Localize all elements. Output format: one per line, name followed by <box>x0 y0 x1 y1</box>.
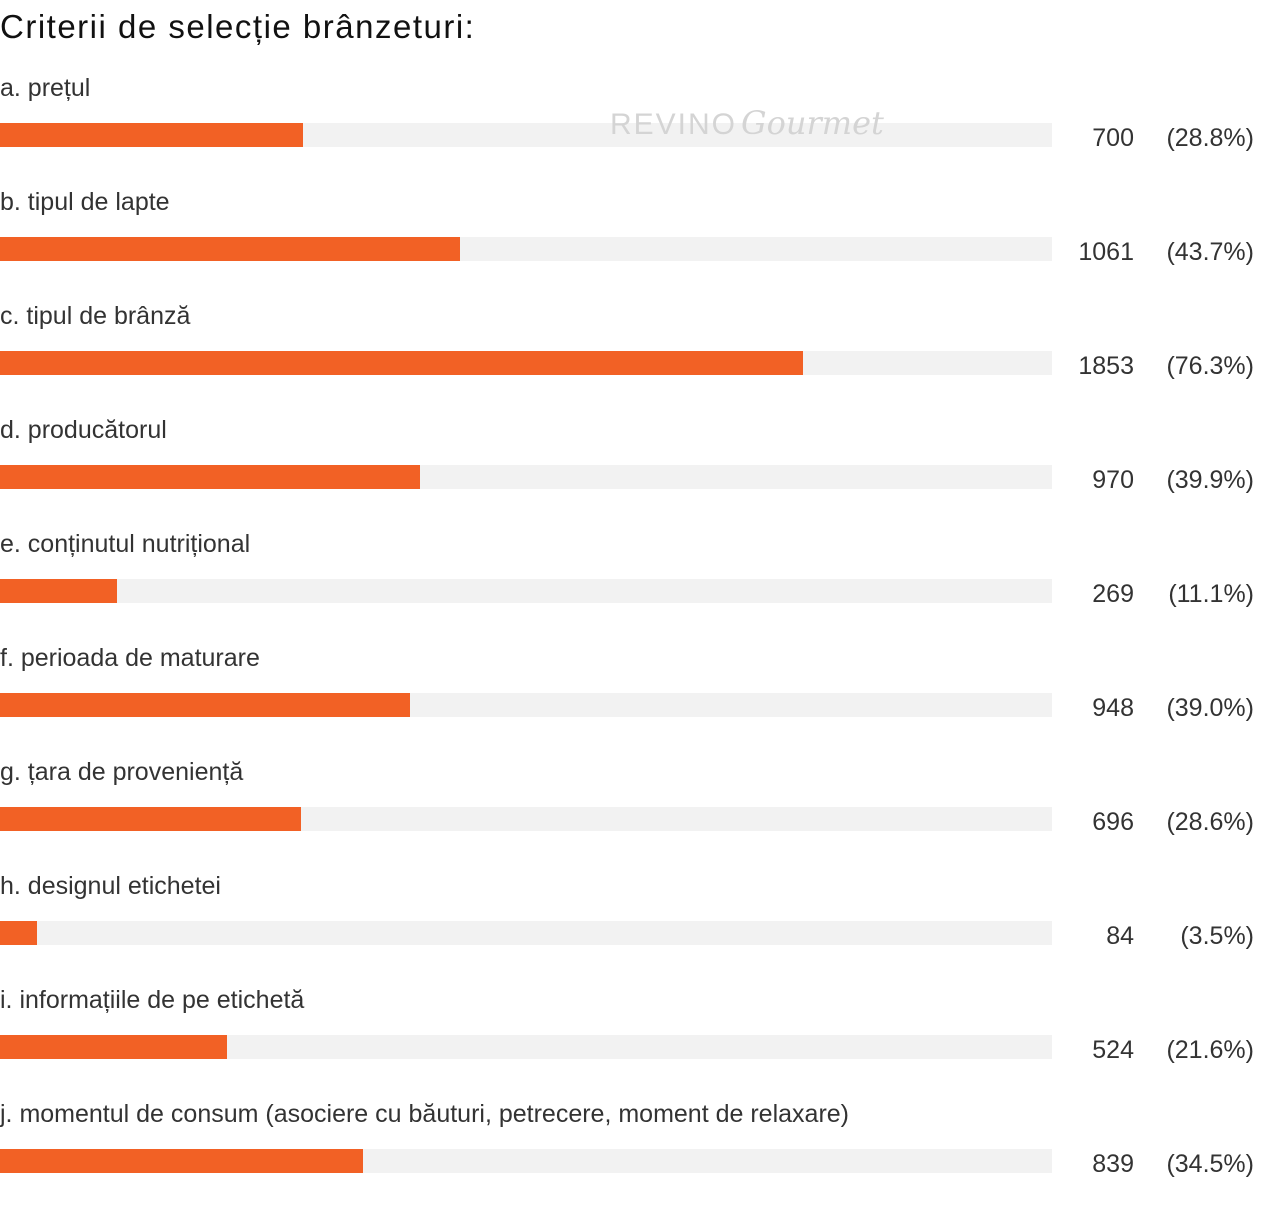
bar-row: g. țara de proveniență 696 (28.6%) <box>0 758 1270 872</box>
bar-track <box>0 693 1052 717</box>
bar <box>0 351 803 375</box>
bar <box>0 807 301 831</box>
category-label: f. perioada de maturare <box>0 644 260 672</box>
value-label: 1853 <box>1078 352 1134 380</box>
category-label: e. conținutul nutrițional <box>0 530 251 558</box>
bar-row: b. tipul de lapte 1061 (43.7%) <box>0 188 1270 302</box>
percent-label: (39.9%) <box>1166 466 1254 494</box>
category-label: g. țara de proveniență <box>0 758 244 786</box>
bar-row: i. informațiile de pe etichetă 524 (21.6%) <box>0 986 1270 1100</box>
bar-row: a. prețul 700 (28.8%) <box>0 74 1270 188</box>
bar-track <box>0 237 1052 261</box>
value-label: 696 <box>1092 808 1134 836</box>
bar <box>0 579 117 603</box>
value-label: 970 <box>1092 466 1134 494</box>
bar-track <box>0 123 1052 147</box>
value-label: 269 <box>1092 580 1134 608</box>
bar-track <box>0 1035 1052 1059</box>
category-label: i. informațiile de pe etichetă <box>0 986 305 1014</box>
bar-row: j. momentul de consum (asociere cu băutu… <box>0 1100 1270 1214</box>
watermark-brand: REVINO <box>610 108 738 141</box>
category-label: b. tipul de lapte <box>0 188 170 216</box>
bar-row: f. perioada de maturare 948 (39.0%) <box>0 644 1270 758</box>
bar-track <box>0 921 1052 945</box>
watermark-logo: REVINO Gourmet <box>610 104 884 142</box>
value-label: 84 <box>1106 922 1134 950</box>
bar-row: c. tipul de brânză 1853 (76.3%) <box>0 302 1270 416</box>
bar <box>0 1035 228 1059</box>
value-label: 839 <box>1092 1150 1134 1178</box>
bar <box>0 921 37 945</box>
percent-label: (28.8%) <box>1166 124 1254 152</box>
value-label: 524 <box>1092 1036 1134 1064</box>
percent-label: (39.0%) <box>1166 694 1254 722</box>
bar-row: d. producătorul 970 (39.9%) <box>0 416 1270 530</box>
bar-track <box>0 465 1052 489</box>
bar <box>0 693 411 717</box>
percent-label: (34.5%) <box>1166 1150 1254 1178</box>
watermark-script: Gourmet <box>741 104 884 142</box>
bar <box>0 123 303 147</box>
bar-track <box>0 1149 1052 1173</box>
bar-row: e. conținutul nutrițional 269 (11.1%) <box>0 530 1270 644</box>
bar-track <box>0 579 1052 603</box>
percent-label: (28.6%) <box>1166 808 1254 836</box>
category-label: c. tipul de brânză <box>0 302 191 330</box>
chart-title: Criterii de selecție brânzeturi: <box>0 8 476 45</box>
bar <box>0 1149 363 1173</box>
bar-row: h. designul etichetei 84 (3.5%) <box>0 872 1270 986</box>
value-label: 1061 <box>1078 238 1134 266</box>
bar <box>0 465 420 489</box>
category-label: j. momentul de consum (asociere cu băutu… <box>0 1100 849 1128</box>
percent-label: (76.3%) <box>1166 352 1254 380</box>
value-label: 700 <box>1092 124 1134 152</box>
bar <box>0 237 460 261</box>
value-label: 948 <box>1092 694 1134 722</box>
category-label: a. prețul <box>0 74 91 102</box>
percent-label: (11.1%) <box>1168 580 1254 608</box>
percent-label: (21.6%) <box>1166 1036 1254 1064</box>
percent-label: (3.5%) <box>1180 922 1254 950</box>
category-label: h. designul etichetei <box>0 872 221 900</box>
bar-track <box>0 351 1052 375</box>
category-label: d. producătorul <box>0 416 167 444</box>
bar-track <box>0 807 1052 831</box>
percent-label: (43.7%) <box>1166 238 1254 266</box>
